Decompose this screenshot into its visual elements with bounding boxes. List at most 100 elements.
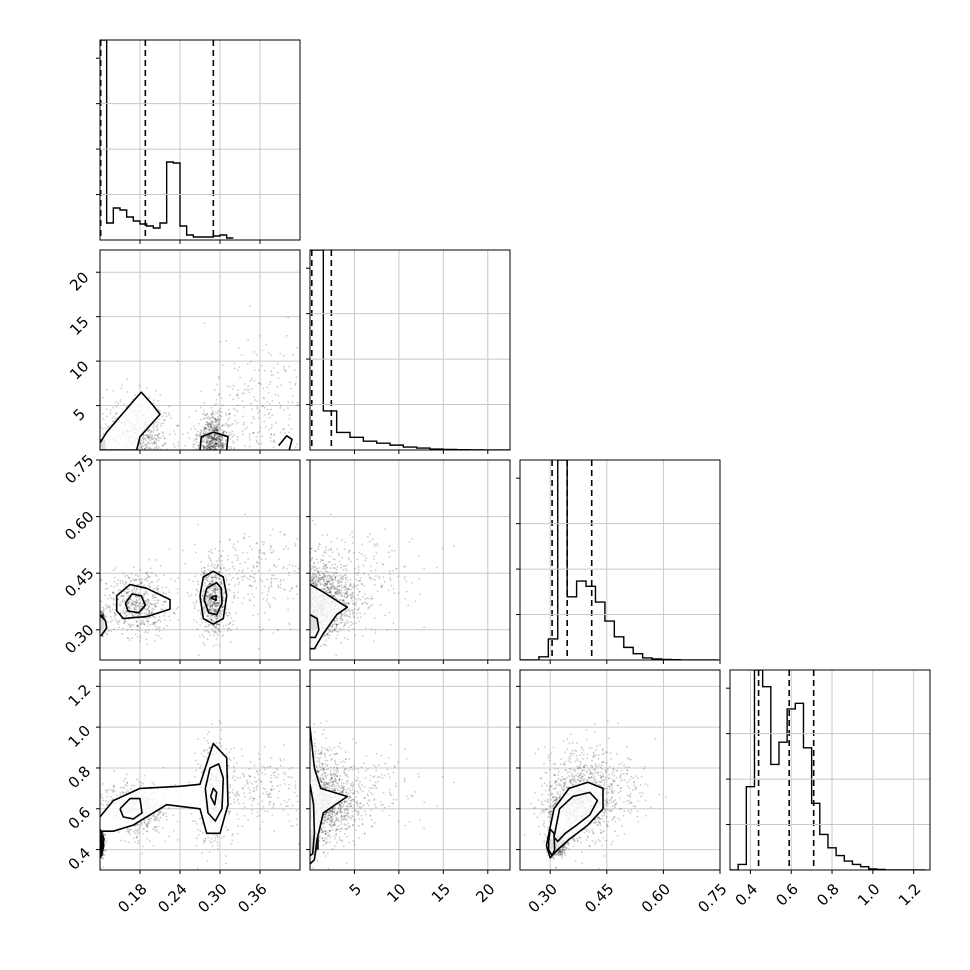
scatter-point: [213, 437, 216, 440]
scatter-point: [209, 440, 212, 443]
scatter-point: [146, 601, 149, 604]
scatter-point: [134, 595, 137, 598]
scatter-point: [222, 596, 225, 599]
scatter-point: [203, 445, 206, 448]
scatter-point: [201, 594, 204, 597]
scatter-point: [112, 389, 115, 392]
scatter-point: [355, 598, 358, 601]
scatter-point: [146, 608, 148, 611]
scatter-point: [211, 616, 214, 619]
scatter-point: [138, 605, 141, 608]
scatter-point: [342, 625, 345, 628]
panel-2-0: 0.300.450.600.75: [61, 451, 301, 664]
scatter-point: [209, 417, 212, 419]
scatter-point: [202, 445, 205, 448]
scatter-point: [212, 645, 215, 648]
scatter-point: [223, 567, 226, 569]
scatter-point: [211, 562, 214, 565]
contour-line: [115, 583, 171, 620]
scatter-point: [222, 606, 225, 608]
scatter-point: [243, 533, 246, 536]
scatter-point: [209, 446, 211, 448]
scatter-point: [147, 601, 150, 604]
scatter-point: [208, 596, 211, 598]
scatter-point: [331, 624, 334, 626]
scatter-point: [326, 633, 328, 636]
scatter-point: [209, 601, 212, 604]
scatter-point: [161, 431, 164, 434]
scatter-point: [217, 393, 220, 396]
scatter-point: [236, 627, 239, 630]
scatter-point: [204, 428, 206, 431]
scatter-point: [118, 620, 121, 623]
scatter-point: [217, 418, 220, 420]
scatter-point: [335, 654, 338, 657]
scatter-point: [218, 421, 221, 424]
scatter-point: [212, 428, 215, 430]
scatter-point: [220, 569, 223, 572]
scatter-point: [319, 582, 322, 585]
scatter-point: [213, 443, 216, 446]
scatter-point: [335, 623, 338, 626]
scatter-point: [330, 577, 333, 580]
scatter-point: [335, 587, 337, 590]
scatter-point: [214, 443, 217, 446]
scatter-point: [155, 446, 157, 448]
scatter-point: [214, 426, 216, 428]
scatter-point: [253, 396, 256, 399]
scatter-point: [338, 578, 341, 581]
scatter-point: [279, 405, 282, 407]
scatter-point: [212, 429, 214, 432]
scatter-point: [176, 360, 179, 363]
scatter-point: [126, 605, 129, 608]
scatter-point: [322, 578, 325, 581]
scatter-point: [209, 605, 212, 608]
scatter-point: [243, 537, 246, 540]
scatter-point: [100, 600, 102, 603]
scatter-point: [105, 408, 108, 411]
scatter-point: [188, 416, 191, 419]
scatter-point: [102, 396, 104, 399]
scatter-point: [111, 608, 114, 611]
scatter-point: [109, 605, 111, 608]
scatter-point: [322, 643, 325, 646]
scatter-point: [313, 576, 315, 579]
scatter-point: [141, 602, 144, 605]
scatter-point: [176, 424, 179, 427]
scatter-point: [250, 421, 253, 424]
scatter-point: [216, 588, 219, 591]
scatter-point: [221, 550, 224, 552]
scatter-point: [233, 592, 236, 594]
scatter-point: [218, 446, 220, 449]
scatter-point: [121, 633, 124, 635]
scatter-point: [207, 631, 210, 634]
scatter-point: [226, 614, 229, 617]
scatter-point: [157, 635, 160, 637]
scatter-point: [216, 442, 218, 445]
scatter-point: [114, 401, 117, 404]
scatter-point: [317, 580, 320, 583]
scatter-point: [345, 592, 347, 594]
scatter-point: [125, 591, 128, 594]
scatter-point: [133, 586, 135, 589]
scatter-point: [214, 418, 217, 421]
scatter-point: [274, 440, 276, 443]
scatter-point: [253, 566, 255, 569]
scatter-point: [168, 433, 171, 436]
scatter-point: [233, 594, 236, 597]
scatter-point: [184, 444, 186, 447]
scatter-point: [132, 603, 135, 605]
scatter-point: [218, 436, 221, 438]
scatter-point: [363, 593, 366, 596]
scatter-point: [105, 582, 108, 585]
scatter-point: [315, 573, 318, 576]
scatter-point: [141, 445, 144, 448]
scatter-point: [231, 561, 234, 564]
scatter-point: [143, 623, 146, 625]
scatter-group: [310, 513, 455, 657]
scatter-point: [208, 418, 211, 420]
scatter-point: [109, 412, 112, 415]
scatter-point: [228, 583, 231, 586]
scatter-point: [219, 414, 222, 417]
scatter-point: [102, 615, 105, 618]
